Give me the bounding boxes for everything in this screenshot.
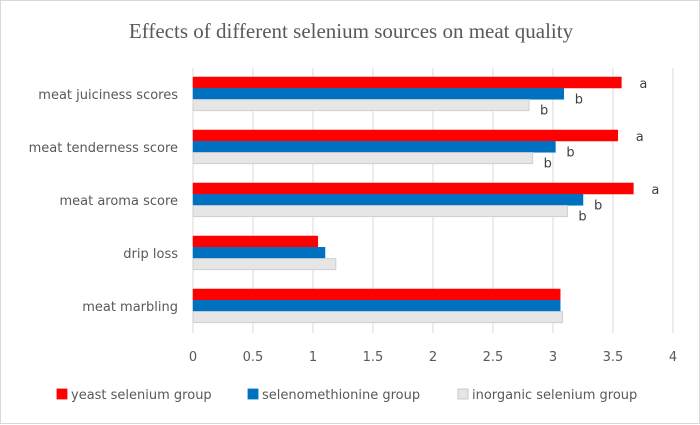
significance-label: b: [575, 92, 583, 107]
significance-label: b: [578, 210, 586, 225]
bar-selenomethionine-group: [192, 194, 584, 206]
bar-yeast-selenium-group: [192, 288, 561, 301]
bar-inorganic-selenium-group: [192, 99, 530, 112]
category-label: meat juiciness scores: [38, 88, 178, 103]
x-tick-label: 2.5: [483, 350, 504, 365]
significance-label: b: [566, 145, 574, 160]
x-tick-label: 2: [429, 350, 437, 365]
significance-label: b: [594, 198, 602, 213]
x-tick-label: 1: [309, 350, 317, 365]
bar-yeast-selenium-group: [192, 129, 619, 142]
bar-inorganic-selenium-group: [192, 152, 534, 165]
category-label: meat aroma score: [59, 194, 178, 209]
category-label: meat marbling: [82, 300, 178, 315]
significance-label: a: [651, 183, 659, 198]
x-tick-label: 4: [669, 350, 677, 365]
bar-yeast-selenium-group: [192, 235, 319, 248]
x-tick-label: 3.5: [603, 350, 624, 365]
bar-selenomethionine-group: [192, 88, 565, 100]
legend-swatch: [247, 388, 259, 400]
x-tick-label: 0.5: [243, 350, 264, 365]
significance-label: a: [636, 130, 644, 145]
legend-label: inorganic selenium group: [472, 388, 637, 403]
significance-label: b: [540, 104, 548, 119]
x-tick-label: 3: [549, 350, 557, 365]
bar-selenomethionine-group: [192, 247, 326, 259]
bar-selenomethionine-group: [192, 300, 561, 312]
category-label: drip loss: [123, 247, 178, 262]
category-label: meat tenderness score: [29, 141, 178, 156]
chart-title: Effects of different selenium sources on…: [129, 19, 574, 43]
bar-selenomethionine-group: [192, 141, 556, 153]
significance-label: b: [544, 157, 552, 172]
bar-yeast-selenium-group: [192, 76, 622, 89]
bar-inorganic-selenium-group: [192, 205, 568, 218]
bar-yeast-selenium-group: [192, 182, 634, 195]
x-tick-label: 0: [189, 350, 197, 365]
legend-swatch: [457, 388, 469, 400]
significance-label: a: [639, 77, 647, 92]
legend-swatch: [56, 388, 68, 400]
bar-inorganic-selenium-group: [192, 258, 337, 271]
legend-label: selenomethionine group: [262, 388, 420, 403]
legend-label: yeast selenium group: [71, 388, 212, 403]
x-tick-label: 1.5: [363, 350, 384, 365]
bar-inorganic-selenium-group: [192, 311, 564, 324]
